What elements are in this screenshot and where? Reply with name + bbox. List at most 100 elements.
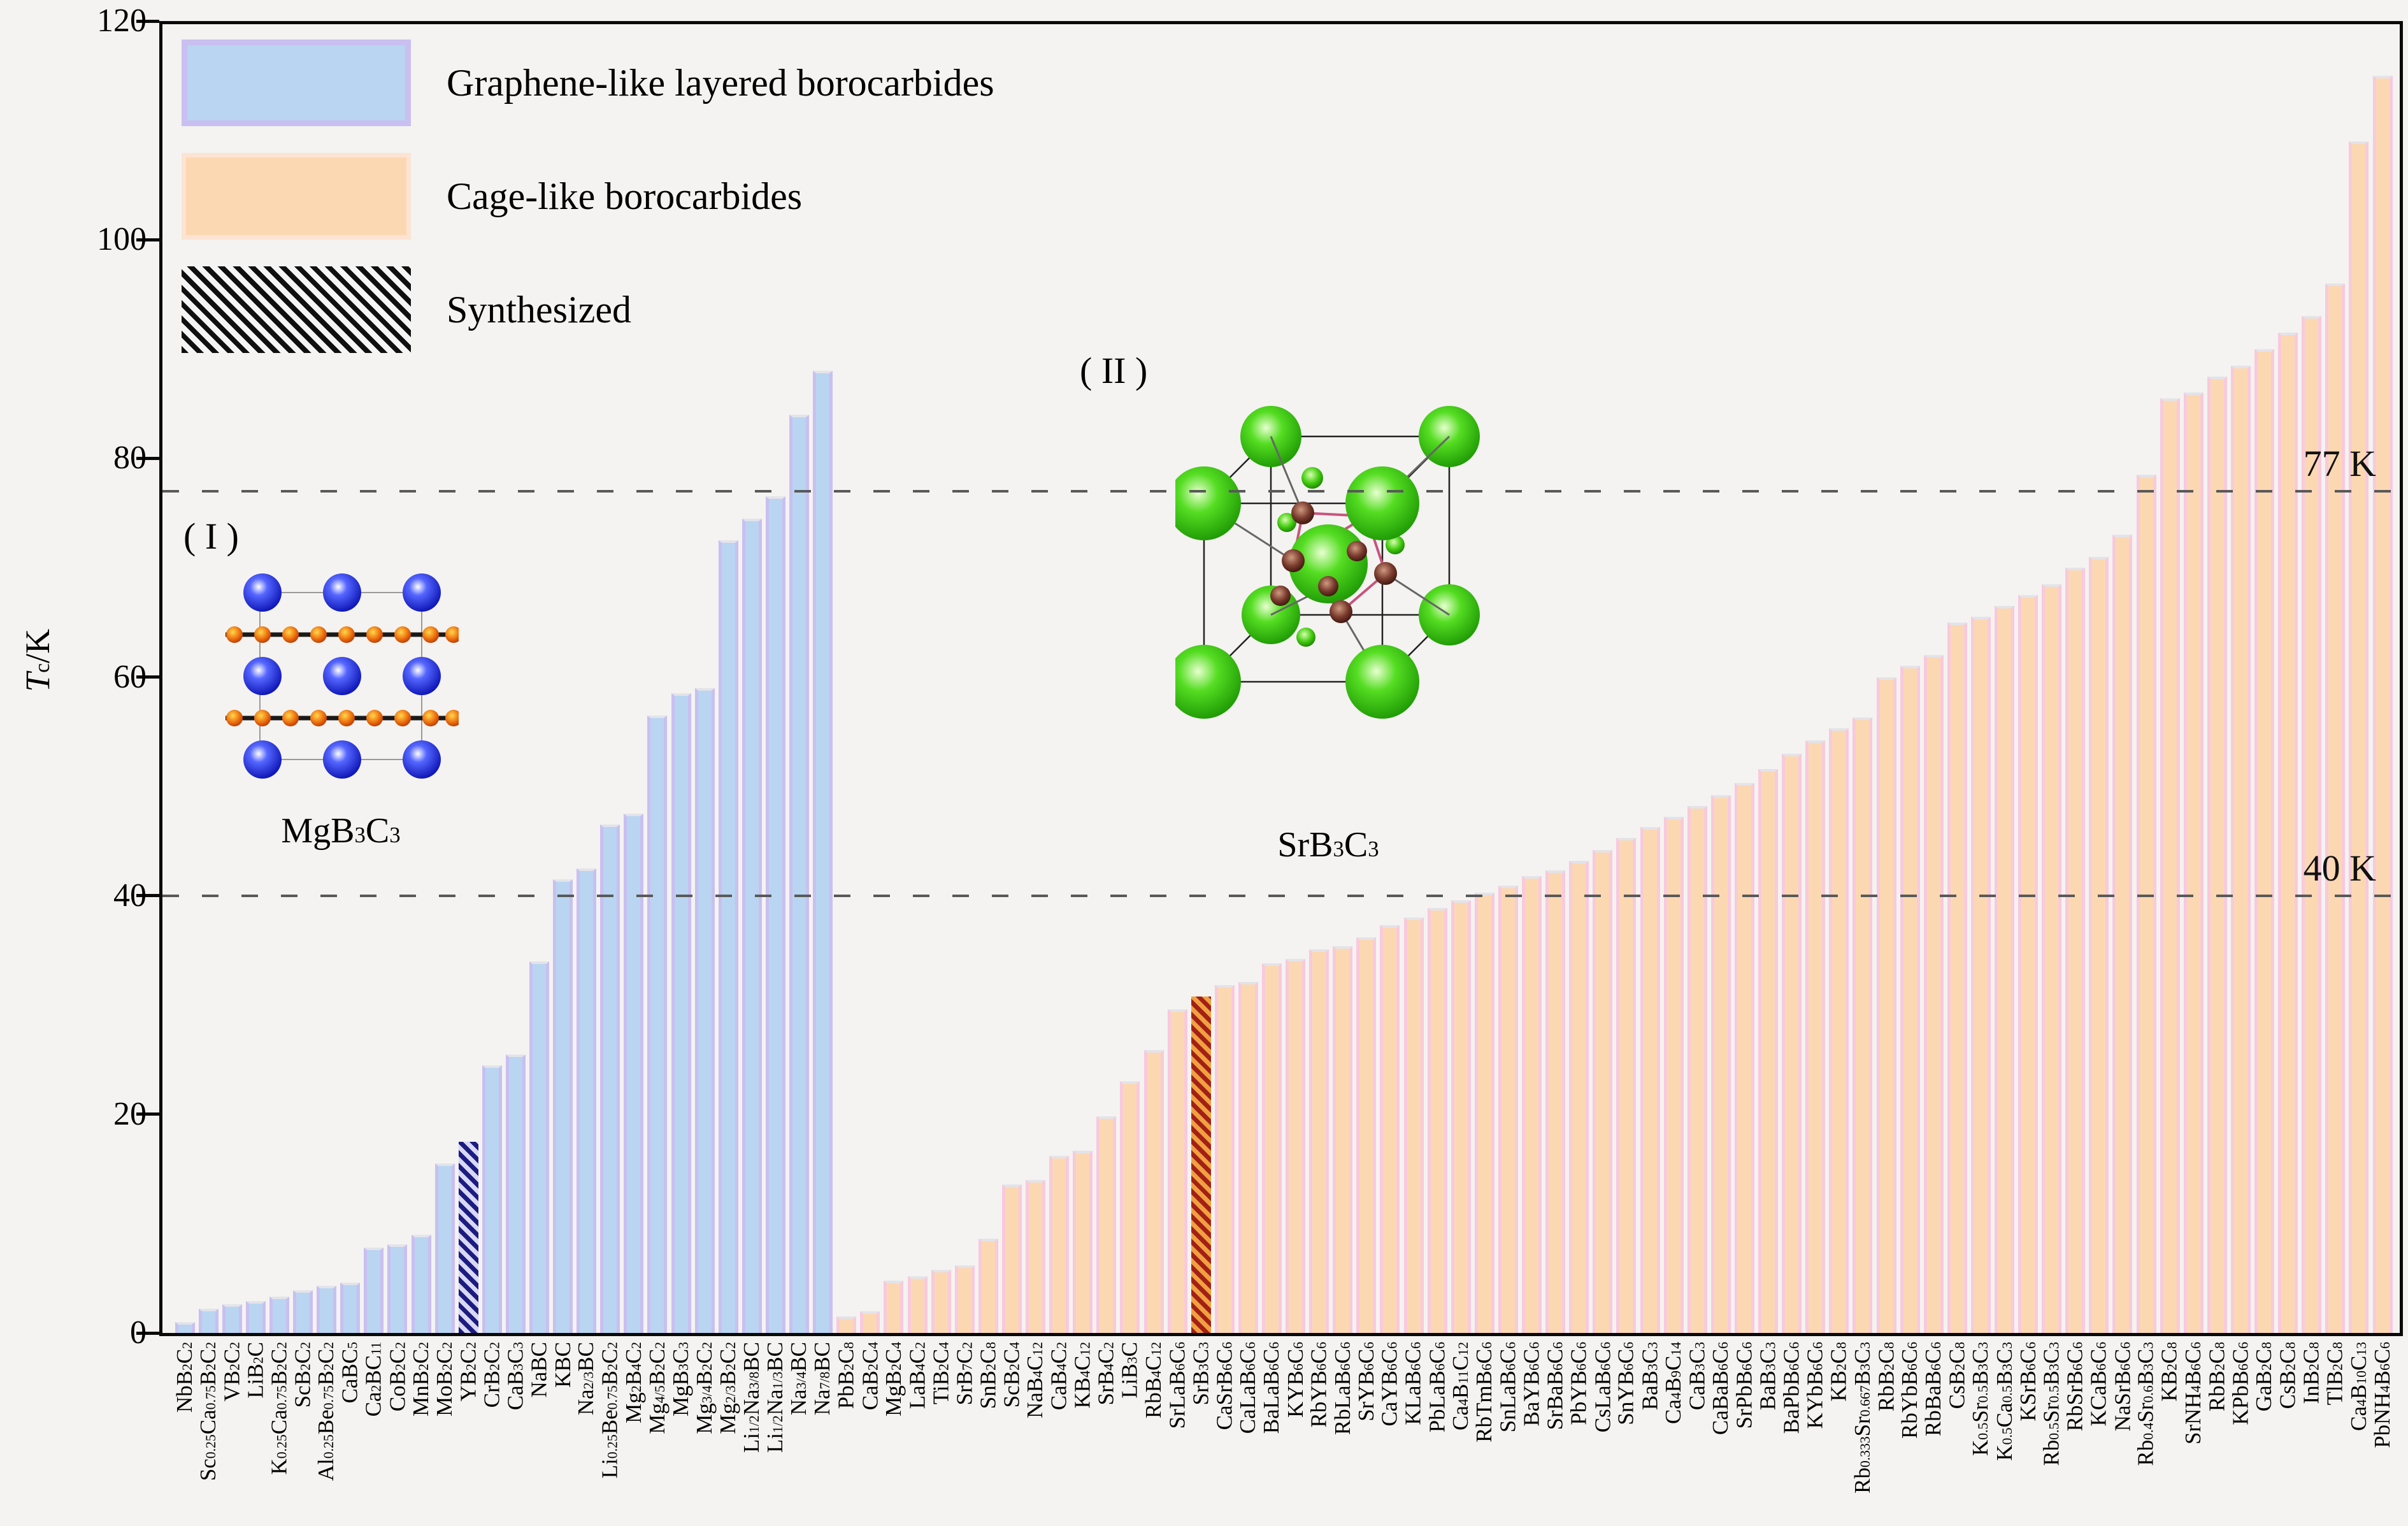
- bar-BaPbB6C6: [1782, 753, 1802, 1333]
- bar-VB2C2: [222, 1304, 242, 1333]
- srb3c3-structure-image: [1175, 406, 1480, 719]
- bar-KPbB6C6: [2230, 365, 2251, 1333]
- legend-item-layered: Graphene-like layered borocarbides: [182, 40, 994, 126]
- bar-Ca4B9C14: [1663, 817, 1684, 1333]
- legend-swatch-cage: [182, 153, 411, 240]
- bar-SrB7C2: [954, 1265, 975, 1333]
- y-tick-80: [136, 456, 159, 460]
- bar-SnYB6C6: [1616, 837, 1637, 1333]
- x-label-PbNH4B6C6: PbNH4B6C6: [2370, 1342, 2395, 1448]
- bar-KSrB6C6: [2018, 594, 2039, 1333]
- bar-Ca4B10C13: [2349, 141, 2369, 1333]
- mgb3c3-structure-image: [226, 573, 459, 779]
- y-tick-label-60: 60: [113, 658, 147, 695]
- bar-Li0.25Be0.75B2C2: [600, 824, 620, 1333]
- bar-YB2C2: [458, 1141, 478, 1333]
- y-axis-unit: /K: [18, 629, 57, 663]
- inset-1-formula: MgB3C3: [281, 811, 401, 851]
- bar-KB2C8: [2160, 398, 2180, 1333]
- bar-RbYB6C6: [1309, 949, 1329, 1333]
- bar-KB4C12: [1073, 1150, 1093, 1333]
- y-tick-0: [136, 1331, 159, 1335]
- bar-BaB3C3: [1758, 768, 1778, 1333]
- bar-TiB2C4: [931, 1269, 951, 1333]
- bar-Li1/2Na3/8BC: [742, 518, 762, 1333]
- bar-CsB2C8: [1947, 622, 1967, 1333]
- bar-RbB2C8: [1876, 677, 1896, 1333]
- bar-SrLaB6C6: [1167, 1009, 1187, 1333]
- bar-SnB2C8: [978, 1239, 998, 1333]
- bar-PbB2C8: [836, 1316, 857, 1333]
- bar-CaBC5: [340, 1283, 361, 1333]
- y-tick-20: [136, 1112, 159, 1116]
- inset-2-formula: SrB3C3: [1277, 825, 1379, 865]
- bar-SrBaB6C6: [1545, 870, 1566, 1333]
- bar-Ca4B11C12: [1451, 900, 1471, 1333]
- bar-CaYB6C6: [1380, 925, 1400, 1333]
- bar-Sc0.25Ca0.75B2C2: [198, 1309, 219, 1333]
- bar-Mg2B4C2: [624, 814, 644, 1333]
- bar-Ca2BC11: [364, 1248, 384, 1333]
- reference-line-40k: [162, 894, 2400, 897]
- bar-RbBaB6C6: [1923, 655, 1944, 1333]
- bar-MgB2C4: [884, 1280, 904, 1333]
- bar-PbYB6C6: [1569, 860, 1589, 1333]
- bar-RbSrB6C6: [2065, 567, 2086, 1333]
- plot-frame: [159, 21, 2403, 1336]
- bar-MoB2C2: [434, 1163, 455, 1333]
- bar-Mg2/3B2C2: [718, 540, 738, 1333]
- bar-K0.25Ca0.75B2C2: [269, 1297, 289, 1333]
- bar-ScB2C2: [293, 1290, 313, 1333]
- bar-NaSrB6C6: [2112, 535, 2133, 1333]
- inset-2-tag: ( II ): [1080, 350, 1148, 391]
- bar-BaYB6C6: [1522, 875, 1542, 1333]
- bar-CsB2C8: [2278, 333, 2298, 1333]
- legend-label-cage: Cage-like borocarbides: [447, 175, 803, 217]
- bar-Al0.25Be0.75B2C2: [317, 1286, 337, 1333]
- bar-InB2C8: [2302, 316, 2322, 1333]
- bar-KLaB6C6: [1403, 918, 1424, 1333]
- bar-PbLaB6C6: [1427, 907, 1447, 1333]
- inset-1-tag: ( I ): [183, 515, 239, 557]
- legend-label-synthesized: Synthesized: [447, 288, 631, 331]
- reference-line-77k: [162, 489, 2400, 493]
- legend-item-synthesized: Synthesized: [182, 266, 631, 353]
- bar-LiB2C: [245, 1301, 266, 1333]
- bar-ScB2C4: [1001, 1184, 1022, 1333]
- reference-label-40k: 40 K: [2303, 847, 2376, 889]
- bar-CaB3C3: [505, 1054, 526, 1333]
- bar-TlB2C8: [2325, 283, 2346, 1333]
- bar-CaLaB6C6: [1238, 982, 1258, 1333]
- bar-K0.5Ca0.5B3C3: [1995, 606, 2014, 1333]
- legend-label-layered: Graphene-like layered borocarbides: [447, 61, 994, 104]
- bar-K0.5Sr0.5B3C3: [1970, 617, 1991, 1333]
- bar-CrB2C2: [482, 1065, 502, 1333]
- y-tick-label-100: 100: [97, 221, 147, 258]
- bar-KB2C8: [1829, 728, 1849, 1333]
- bar-CaB4C2: [1049, 1156, 1070, 1333]
- bar-SrB3C3: [1191, 996, 1211, 1333]
- bar-CsLaB6C6: [1593, 849, 1613, 1333]
- bar-CoB2C2: [387, 1244, 408, 1333]
- bar-RbLaB6C6: [1333, 946, 1353, 1333]
- bar-SrB4C2: [1096, 1116, 1117, 1333]
- bar-Na2/3BC: [577, 868, 597, 1333]
- legend-swatch-layered: [182, 40, 411, 126]
- bar-Na3/4BC: [789, 414, 809, 1333]
- bar-Na7/8BC: [813, 371, 833, 1333]
- bar-LiB3C: [1120, 1081, 1140, 1333]
- bar-KYB6C6: [1286, 959, 1305, 1333]
- bar-KCaB6C6: [2089, 556, 2109, 1333]
- bar-CaB3C3: [1687, 806, 1707, 1333]
- bar-RbTmB6C6: [1474, 892, 1494, 1333]
- y-tick-60: [136, 675, 159, 679]
- y-tick-40: [136, 894, 159, 898]
- bar-Rb0.5Sr0.5B3C3: [2042, 584, 2062, 1333]
- y-tick-100: [136, 238, 159, 241]
- legend-item-cage: Cage-like borocarbides: [182, 153, 802, 240]
- y-tick-label-40: 40: [113, 877, 147, 914]
- bar-LaB4C2: [907, 1276, 928, 1333]
- bar-NaBC: [529, 961, 549, 1333]
- y-tick-label-0: 0: [130, 1314, 147, 1351]
